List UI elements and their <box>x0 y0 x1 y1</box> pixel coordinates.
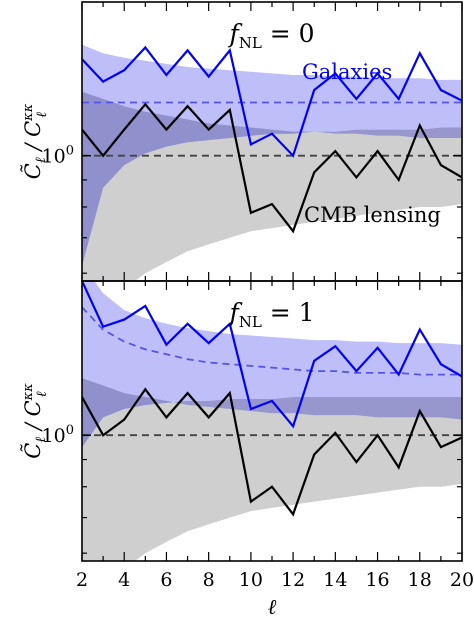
bottom-y-axis-label: C̃ℓ / Cκκℓ <box>21 383 50 459</box>
x-tick-label: 20 <box>450 569 474 591</box>
bottom-y-tick-label: 100 <box>42 423 74 447</box>
x-tick-label: 4 <box>118 569 130 591</box>
bottom-galaxies-band <box>82 281 462 448</box>
bottom-panel <box>82 281 462 561</box>
x-tick-label: 8 <box>203 569 215 591</box>
bottom-panel-title: fNL = 1 <box>227 298 314 331</box>
x-tick-label: 10 <box>239 569 263 591</box>
x-tick-label: 18 <box>408 569 432 591</box>
bottom-galaxies-line <box>82 281 462 429</box>
bottom-overlap-band <box>82 378 462 448</box>
top-overlap-band <box>82 91 462 266</box>
bottom-cmb-lensing-line <box>82 387 462 517</box>
top-y-axis-label: C̃ℓ / Cκκℓ <box>21 103 50 179</box>
x-tick-label: 2 <box>76 569 88 591</box>
galaxies-annotation: Galaxies <box>302 60 392 84</box>
bottom-galaxies-expected-line <box>82 306 462 376</box>
x-tick-label: 16 <box>365 569 389 591</box>
x-tick-label: 14 <box>323 569 347 591</box>
top-galaxies-line <box>82 45 462 158</box>
cmb-lensing-annotation: CMB lensing <box>304 203 441 227</box>
x-tick-label: 12 <box>281 569 305 591</box>
top-cmb-lensing-line <box>82 102 462 234</box>
x-axis-label: ℓ <box>268 595 277 619</box>
x-tick-label: 6 <box>160 569 172 591</box>
top-galaxies-band <box>82 44 462 266</box>
top-y-tick-label: 100 <box>42 144 74 168</box>
top-panel-title: fNL = 0 <box>227 19 314 52</box>
bottom-cmb-band <box>82 378 462 561</box>
top-panel <box>82 44 462 281</box>
